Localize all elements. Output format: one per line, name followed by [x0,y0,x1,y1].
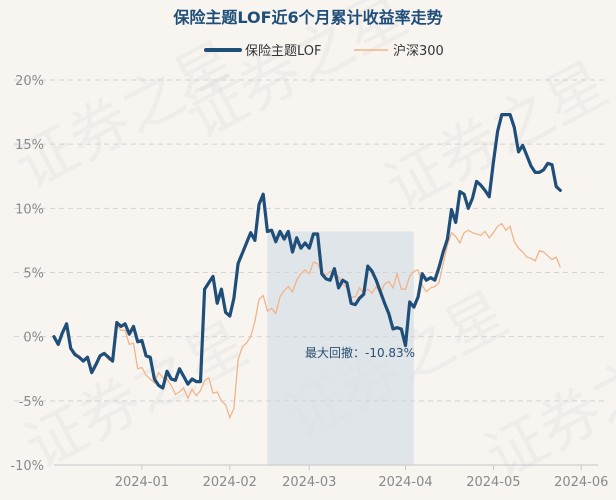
chart-title: 保险主题LOF近6个月累计收益率走势 [172,8,442,27]
legend-label-fund: 保险主题LOF [245,44,322,59]
x-tick-label: 2024-06 [554,475,608,490]
x-tick-label: 2024-01 [115,475,169,490]
y-axis-labels: 20% 15% 10% 5% 0% -5% -10% [10,74,44,474]
watermark-text-2: 证券之星 [374,49,616,223]
y-tick-label: -5% [19,395,44,410]
x-axis: 2024-01 2024-02 2024-03 2024-04 2024-05 2024-… [115,465,608,490]
x-tick-label: 2024-03 [282,475,336,490]
legend-label-index: 沪深300 [393,43,444,59]
y-tick-label: -10% [10,459,44,474]
series-line-hs300 [53,222,561,420]
y-tick-label: 20% [15,74,44,89]
drawdown-label: 最大回撤：-10.83% [305,345,415,360]
x-tick-label: 2024-05 [466,475,520,490]
y-tick-label: 15% [15,138,44,153]
series-line-fund [52,113,562,390]
x-tick-label: 2024-04 [378,475,432,490]
drawdown-area [267,231,414,465]
legend: 保险主题LOF 沪深300 [204,43,444,59]
grid [14,79,608,466]
y-tick-label: 0% [23,331,44,346]
y-tick-label: 10% [15,202,44,217]
x-tick-label: 2024-02 [203,475,257,490]
y-tick-label: 5% [23,267,44,282]
